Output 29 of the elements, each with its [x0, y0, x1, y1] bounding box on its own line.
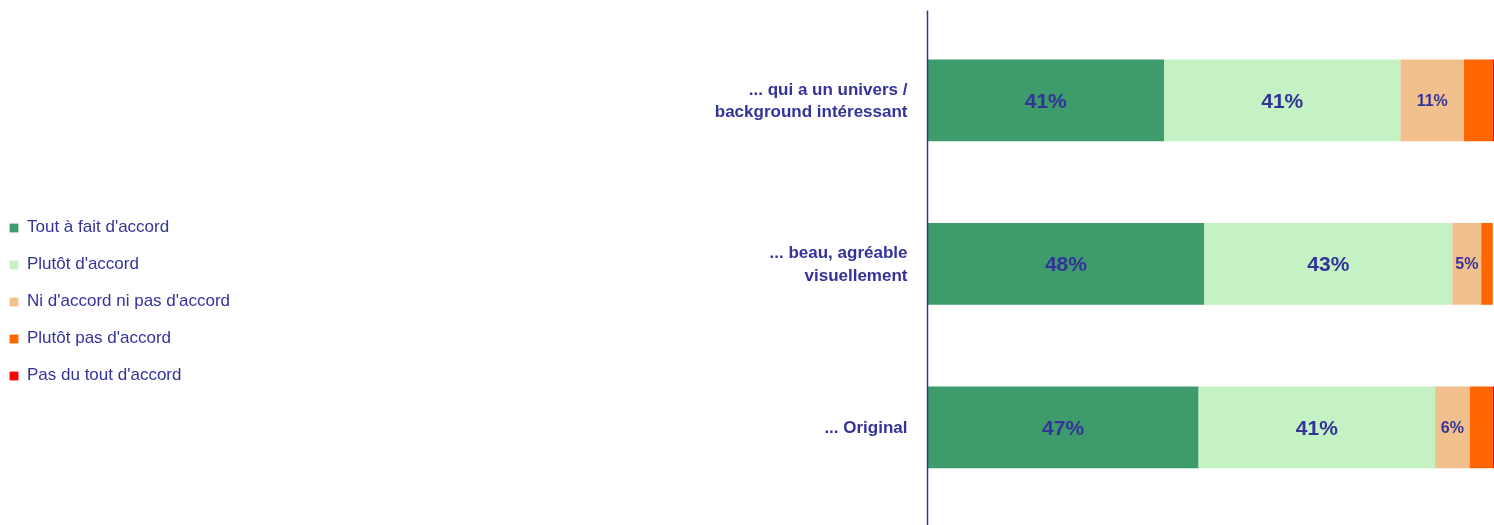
data-label: 41% [1261, 88, 1304, 112]
legend-label: Ni d'accord ni pas d'accord [27, 291, 231, 311]
bar [1452, 223, 1482, 305]
bar [1400, 59, 1464, 142]
data-label: 5% [1455, 255, 1479, 273]
data-label: 11% [1416, 91, 1448, 109]
y-tick-label: ... beau, agréable visuellement [769, 243, 908, 285]
bar [1435, 386, 1470, 469]
bar [927, 59, 1164, 142]
data-label: 48% [1044, 252, 1088, 276]
y-tick-label: ... Original [824, 417, 908, 437]
data-label: 47% [1042, 415, 1085, 439]
legend-label: Pas du tout d'accord [27, 365, 182, 385]
bar [1163, 59, 1401, 142]
bar [1198, 386, 1436, 469]
data-label: 41% [1295, 415, 1339, 439]
data-label: 43% [1307, 252, 1350, 276]
bar [1463, 59, 1493, 142]
bar [927, 223, 1205, 305]
legend-label: Plutôt pas d'accord [27, 328, 172, 348]
data-label: 41% [1024, 88, 1068, 112]
y-tick-label: ... qui a un univers / background intéressant [714, 79, 908, 122]
legend-label: Plutôt d'accord [27, 254, 139, 274]
bar [1204, 223, 1453, 305]
bar [1469, 386, 1493, 469]
bar [1481, 223, 1493, 305]
bar [927, 386, 1199, 469]
legend-label: Tout à fait d'accord [27, 217, 170, 237]
data-label: 6% [1440, 418, 1464, 436]
